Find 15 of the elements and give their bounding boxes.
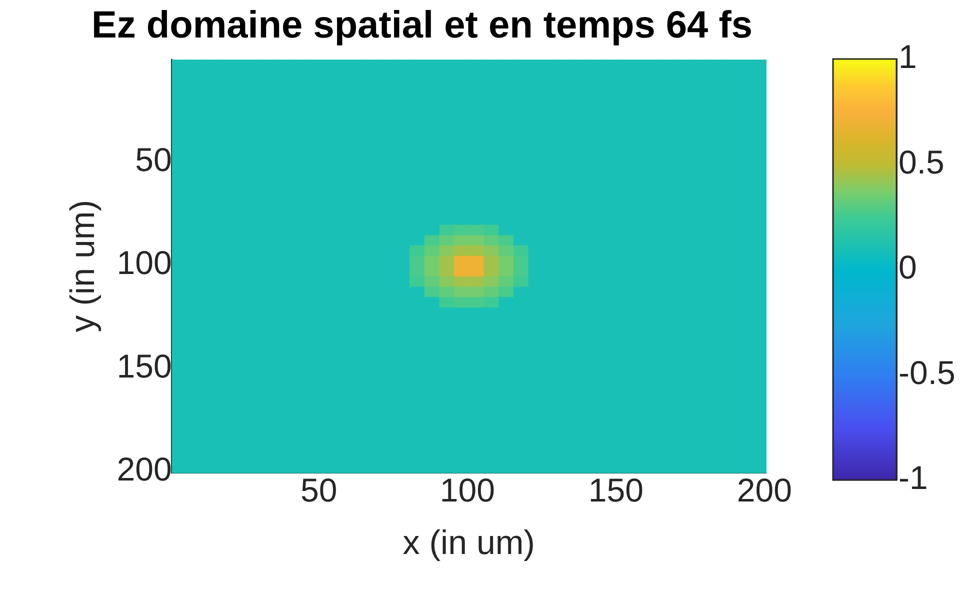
color-bar-label: 0.5 <box>898 143 944 180</box>
x-axis-title: x (in um) <box>402 524 536 562</box>
color-bar-label: -1 <box>898 459 928 496</box>
color-bar-label: 1 <box>898 38 917 76</box>
y-tick-label: 50 <box>135 140 172 178</box>
color-bar-label: -0.5 <box>898 354 956 391</box>
y-tick-label: 150 <box>116 347 172 384</box>
x-tick-label: 50 <box>300 471 338 508</box>
chart-title: Ez domaine spatial et en temps 64 fs <box>92 4 752 46</box>
x-tick-label: 100 <box>440 471 495 508</box>
y-tick-label: 100 <box>116 244 172 282</box>
y-axis-title: y (in um) <box>64 200 102 332</box>
x-tick-label: 200 <box>736 471 792 508</box>
x-tick-label: 150 <box>588 471 644 508</box>
color-bar-label: 0 <box>898 248 917 286</box>
